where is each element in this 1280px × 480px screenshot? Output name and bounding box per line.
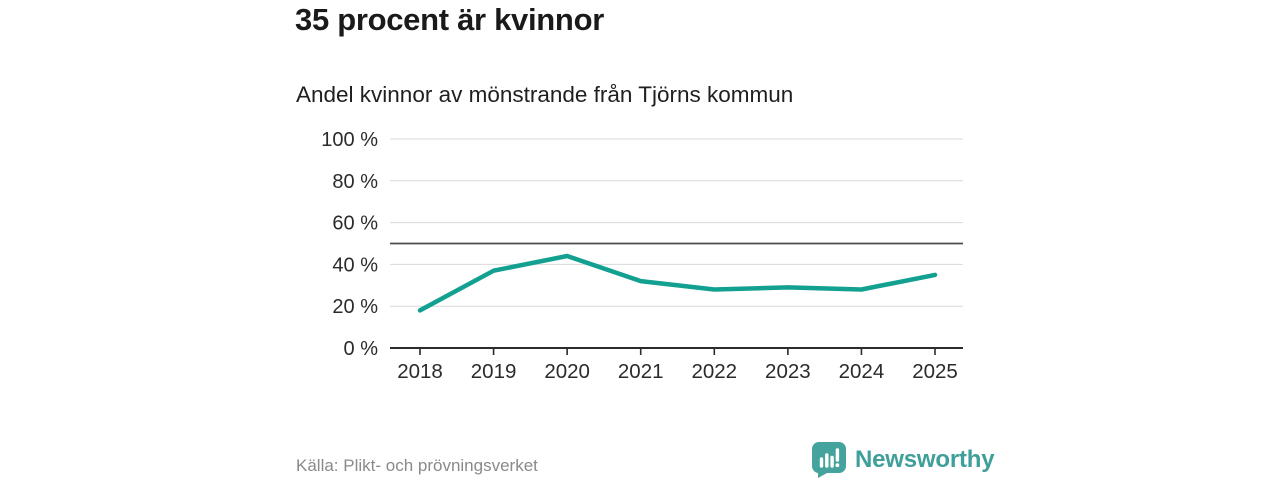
y-tick-label: 80 % [332, 171, 378, 193]
x-tick-label: 2023 [765, 360, 811, 383]
x-tick-label: 2024 [839, 360, 885, 383]
y-tick-label: 40 % [332, 254, 378, 276]
x-tick-label: 2025 [912, 360, 958, 383]
data-line [417, 253, 938, 313]
y-tick-label: 20 % [332, 296, 378, 318]
x-axis [390, 347, 963, 355]
y-tick-label: 60 % [332, 213, 378, 235]
x-tick-label: 2021 [618, 360, 664, 383]
newsworthy-logo-icon [812, 442, 846, 478]
y-tick-label: 0 % [344, 338, 379, 360]
brand-name: Newsworthy [855, 446, 995, 473]
x-tick-label: 2018 [397, 360, 443, 383]
y-axis-labels: 0 % 20 % 40 % 60 % 80 % 100 % [321, 129, 378, 360]
gridlines [390, 138, 963, 307]
chart-title: 35 procent är kvinnor [295, 2, 604, 37]
data-line-group [417, 253, 938, 313]
x-tick-label: 2020 [544, 360, 590, 383]
source-note: Källa: Plikt- och prövningsverket [296, 456, 538, 475]
line-chart: 0 % 20 % 40 % 60 % 80 % 100 % 2018 2019 2020 202… [321, 129, 963, 383]
y-tick-label: 100 % [321, 129, 378, 151]
x-tick-label: 2019 [471, 360, 517, 383]
chart-subtitle: Andel kvinnor av mönstrande från Tjörns … [296, 82, 794, 107]
x-tick-label: 2022 [691, 360, 737, 383]
brand: Newsworthy [812, 442, 995, 478]
x-axis-labels: 2018 2019 2020 2021 2022 2023 2024 2025 [397, 360, 958, 383]
